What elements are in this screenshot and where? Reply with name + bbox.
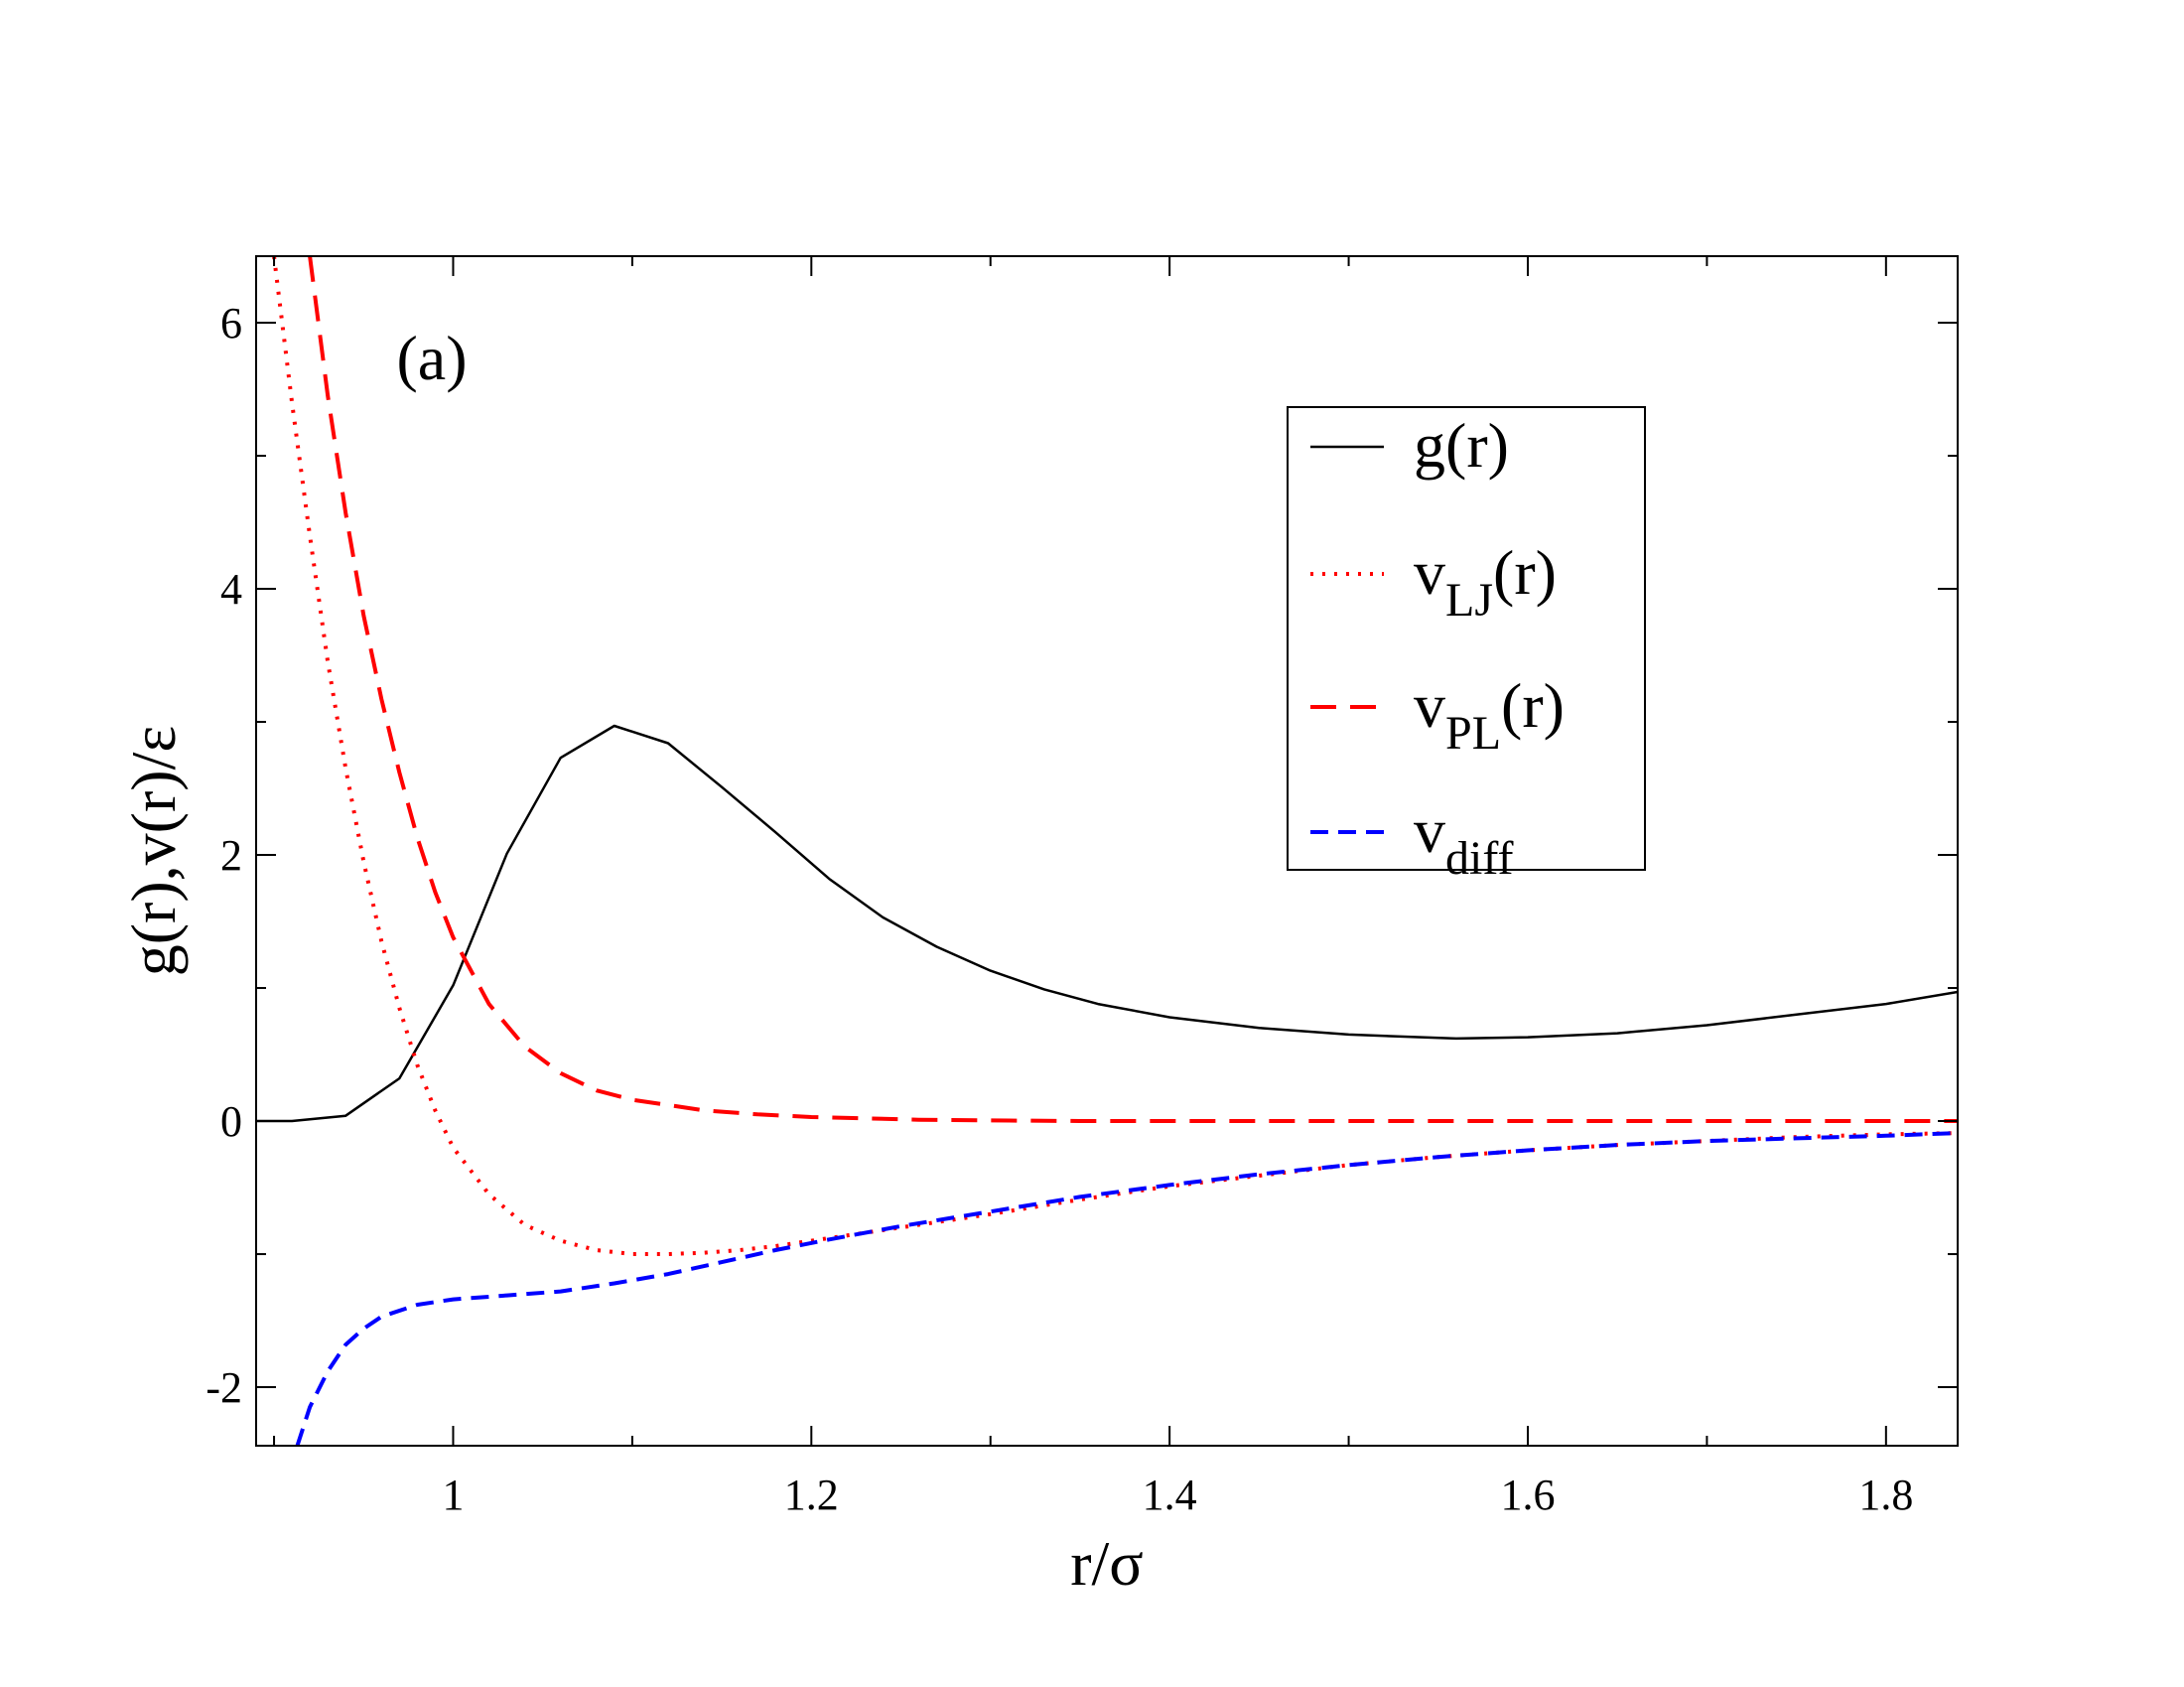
- legend: g(r) vLJ(r) vPL(r) vdiff: [1287, 406, 1646, 885]
- series-layer: [256, 256, 1958, 1446]
- tick-layer: 1 1.2 1.4 1.6 1.8 -2 0 2 4 6: [205, 256, 1958, 1519]
- y-tick-label: -2: [205, 1363, 242, 1412]
- x-tick-label: 1.8: [1858, 1471, 1913, 1519]
- legend-label-3: vdiff: [1414, 795, 1513, 885]
- series-line-3: [295, 1131, 1958, 1446]
- legend-label-0: g(r): [1414, 410, 1509, 481]
- legend-label-1: vLJ(r): [1414, 537, 1557, 627]
- legend-label-2: vPL(r): [1414, 670, 1565, 760]
- x-tick-label: 1.2: [784, 1471, 839, 1519]
- y-tick-label: 4: [220, 565, 242, 614]
- x-axis-label: r/σ: [1070, 1528, 1144, 1599]
- panel-label: (a): [396, 323, 467, 393]
- series-line-0: [256, 724, 1958, 1123]
- legend-box: [1287, 406, 1646, 871]
- y-tick-label: 6: [220, 299, 242, 348]
- y-tick-label: 0: [220, 1097, 242, 1146]
- y-axis-label: g(r),v(r)/ε: [118, 726, 189, 977]
- y-tick-label: 2: [220, 831, 242, 880]
- plot-frame: [255, 255, 1959, 1447]
- x-tick-label: 1.4: [1143, 1471, 1197, 1519]
- x-tick-label: 1.6: [1500, 1471, 1555, 1519]
- x-tick-label: 1: [442, 1471, 464, 1519]
